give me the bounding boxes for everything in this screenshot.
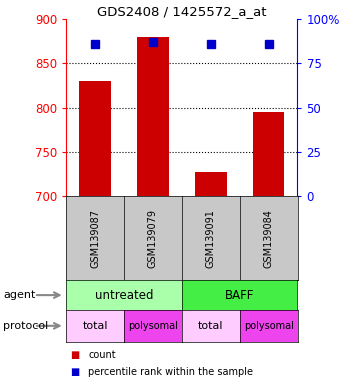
Text: protocol: protocol bbox=[3, 321, 49, 331]
Text: polysomal: polysomal bbox=[244, 321, 293, 331]
Bar bbox=[195, 172, 227, 196]
Text: BAFF: BAFF bbox=[225, 289, 254, 301]
Text: ■: ■ bbox=[70, 367, 79, 377]
Text: GSM139079: GSM139079 bbox=[148, 209, 158, 268]
Text: GSM139091: GSM139091 bbox=[206, 209, 216, 268]
Text: count: count bbox=[88, 350, 116, 360]
Text: ■: ■ bbox=[70, 350, 79, 360]
Text: percentile rank within the sample: percentile rank within the sample bbox=[88, 367, 253, 377]
Text: untreated: untreated bbox=[95, 289, 153, 301]
Bar bbox=[137, 37, 169, 196]
Bar bbox=[253, 112, 285, 196]
Text: GSM139087: GSM139087 bbox=[90, 209, 100, 268]
Text: total: total bbox=[198, 321, 223, 331]
Text: GSM139084: GSM139084 bbox=[264, 209, 274, 268]
Text: polysomal: polysomal bbox=[128, 321, 178, 331]
Title: GDS2408 / 1425572_a_at: GDS2408 / 1425572_a_at bbox=[97, 5, 267, 18]
Text: total: total bbox=[82, 321, 108, 331]
Bar bbox=[79, 81, 111, 196]
Text: agent: agent bbox=[3, 290, 36, 300]
